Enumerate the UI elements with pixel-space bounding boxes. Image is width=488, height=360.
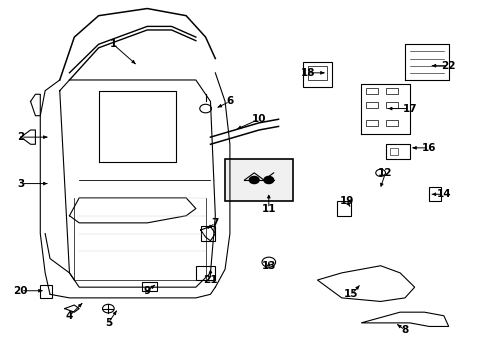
Bar xyxy=(307,66,326,80)
Text: 17: 17 xyxy=(402,104,416,113)
Bar xyxy=(389,148,397,155)
Bar xyxy=(336,202,351,216)
Text: 22: 22 xyxy=(441,61,455,71)
Text: 3: 3 xyxy=(17,179,24,189)
Text: 1: 1 xyxy=(109,39,117,49)
Text: 7: 7 xyxy=(211,218,219,228)
Text: 8: 8 xyxy=(401,325,408,335)
Text: 11: 11 xyxy=(261,203,276,213)
Bar xyxy=(385,120,397,126)
Text: 9: 9 xyxy=(143,286,150,296)
Bar xyxy=(302,62,331,87)
Bar xyxy=(366,102,377,108)
Polygon shape xyxy=(361,312,448,327)
Text: 14: 14 xyxy=(436,189,450,199)
Text: 4: 4 xyxy=(66,311,73,321)
Bar xyxy=(142,282,157,291)
Text: 15: 15 xyxy=(344,289,358,299)
Bar xyxy=(366,120,377,126)
Bar xyxy=(40,285,52,298)
Circle shape xyxy=(249,176,259,184)
Bar xyxy=(366,88,377,94)
Text: 10: 10 xyxy=(251,114,266,124)
Text: 6: 6 xyxy=(226,96,233,107)
Bar xyxy=(428,187,441,202)
Text: 19: 19 xyxy=(339,197,353,206)
Text: 13: 13 xyxy=(261,261,276,271)
Text: 20: 20 xyxy=(14,286,28,296)
Text: 18: 18 xyxy=(300,68,314,78)
Bar xyxy=(201,226,215,241)
Bar xyxy=(196,266,215,280)
Circle shape xyxy=(264,176,273,184)
Text: 12: 12 xyxy=(378,168,392,178)
Text: 5: 5 xyxy=(104,318,112,328)
FancyBboxPatch shape xyxy=(224,158,292,202)
Text: 16: 16 xyxy=(421,143,436,153)
Text: 2: 2 xyxy=(17,132,24,142)
Polygon shape xyxy=(317,266,414,301)
Bar xyxy=(385,102,397,108)
Text: 21: 21 xyxy=(203,275,217,285)
Bar xyxy=(385,144,409,158)
Bar xyxy=(385,88,397,94)
